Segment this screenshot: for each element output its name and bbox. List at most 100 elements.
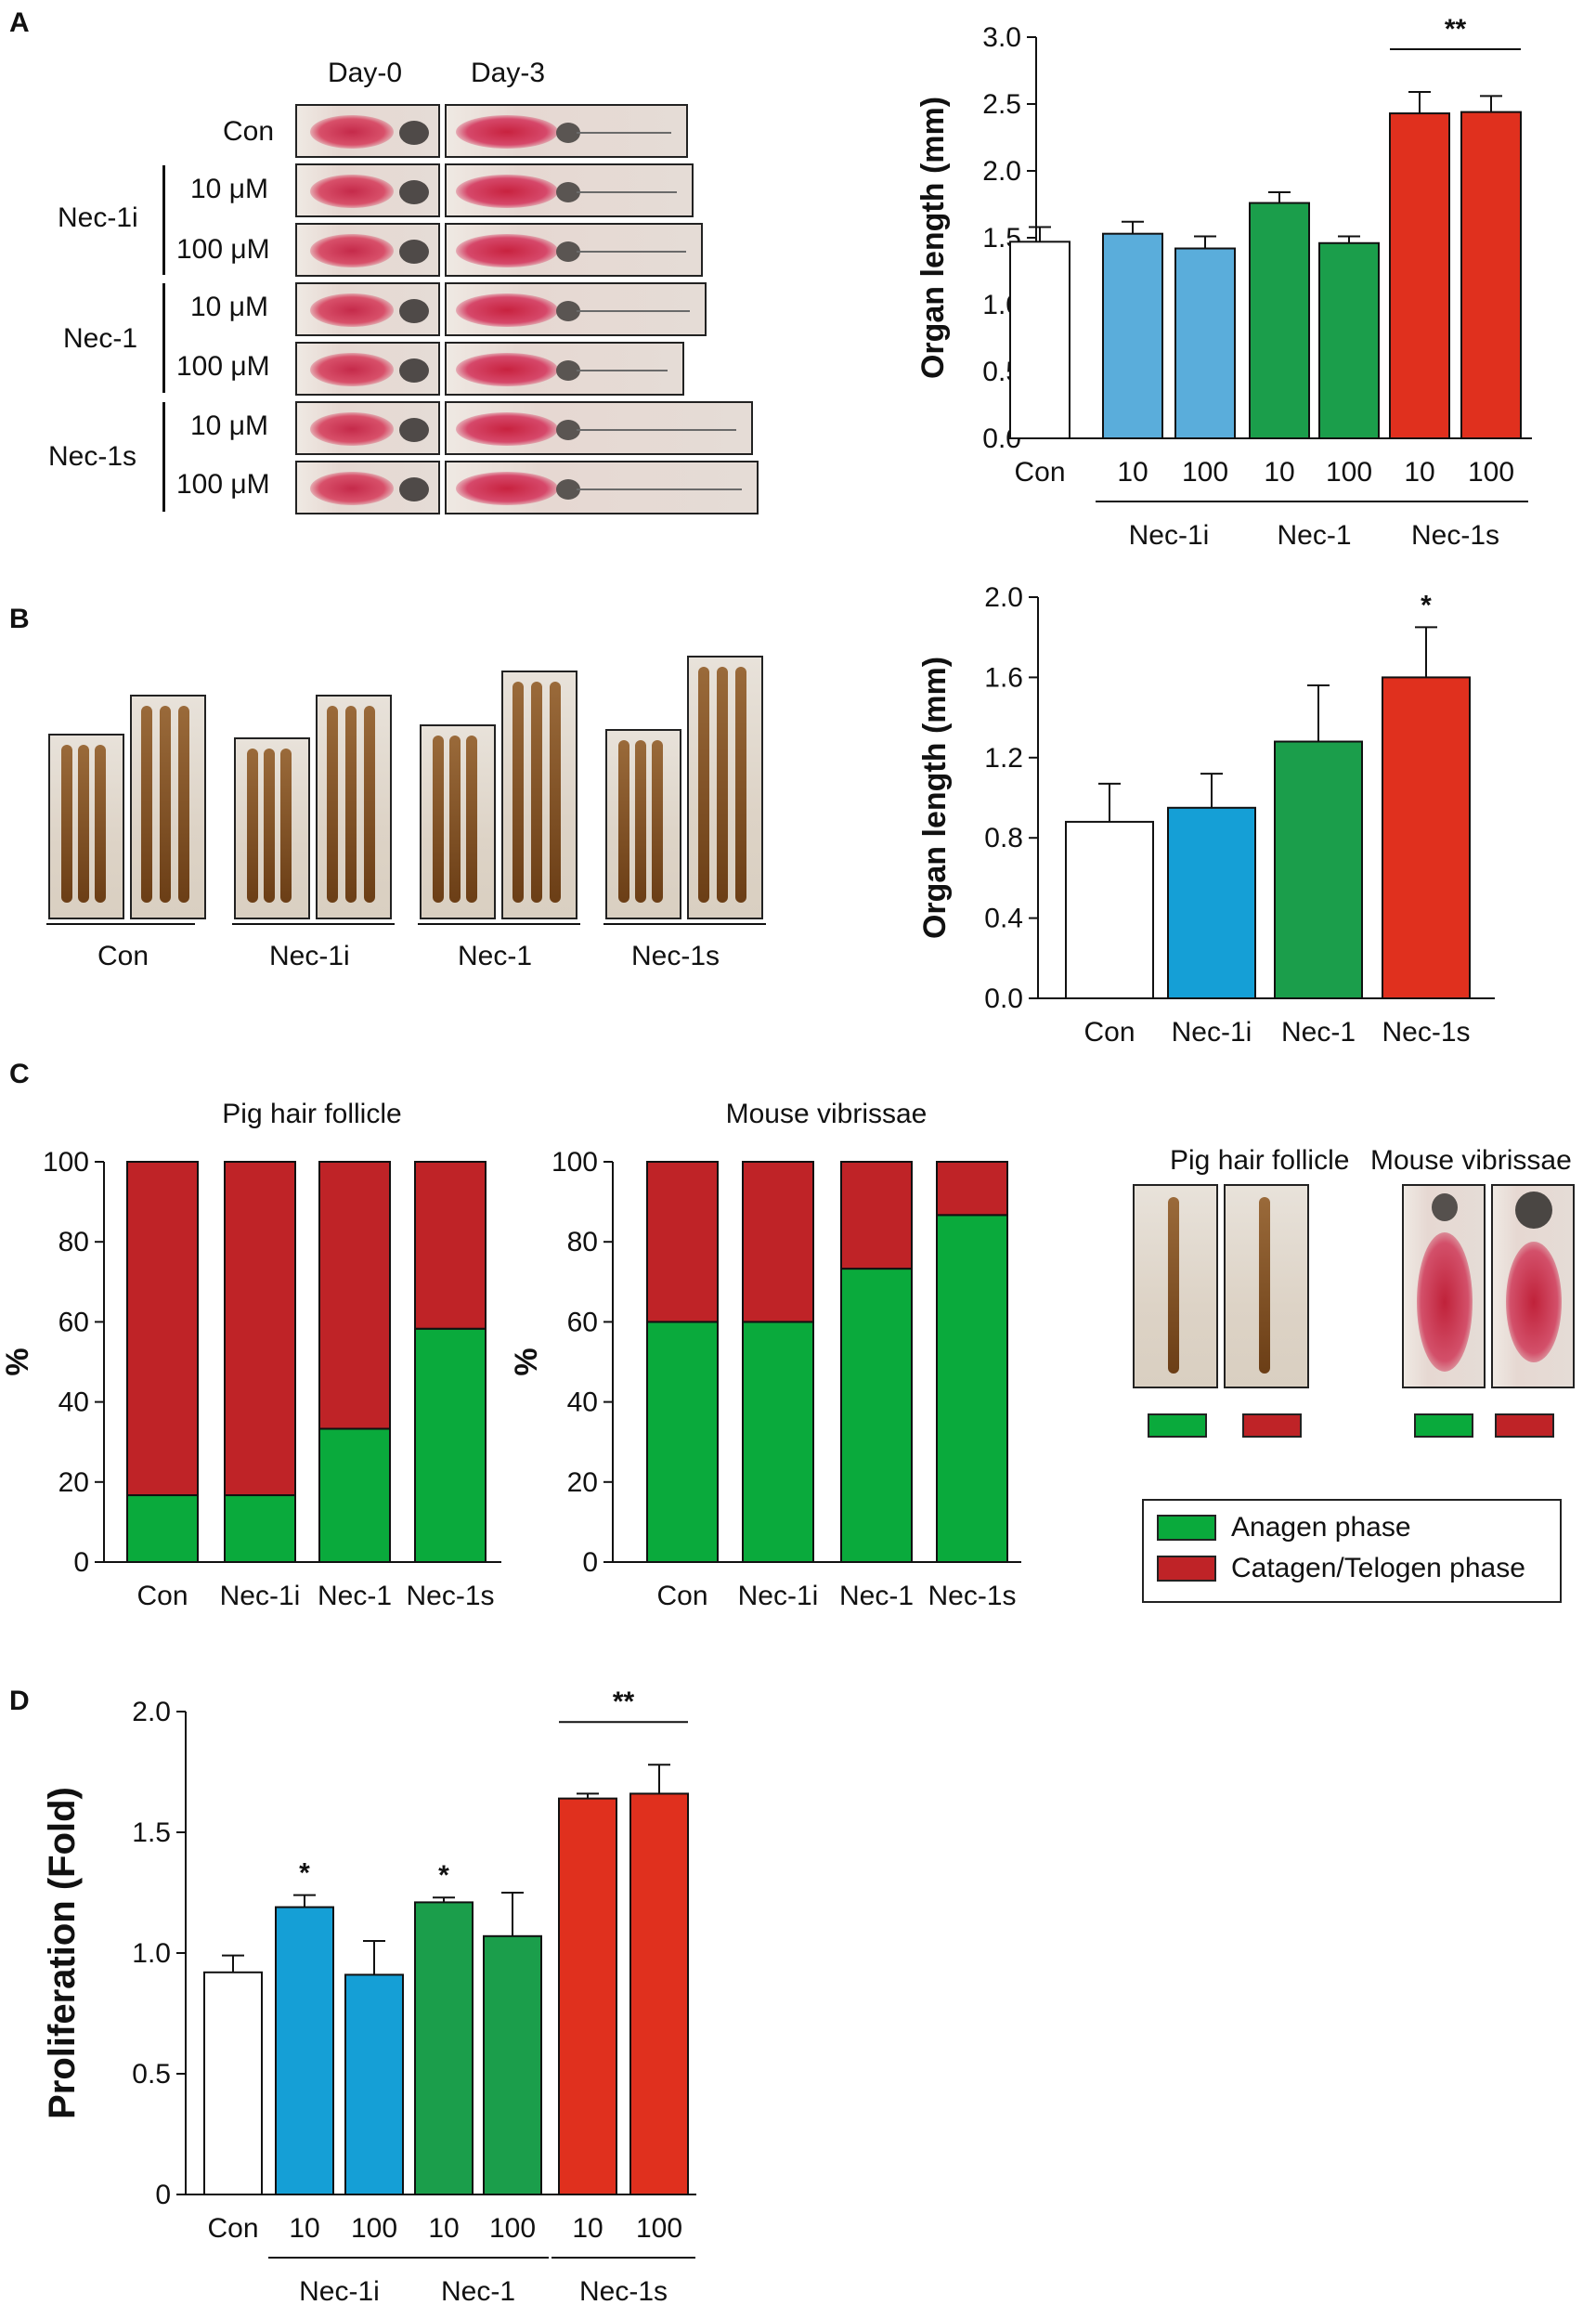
group-label-nec1i: Nec-1i xyxy=(58,202,138,233)
bar xyxy=(275,1906,334,2196)
follicle-strand xyxy=(449,736,461,903)
significance-marker: ** xyxy=(613,1686,635,1717)
x-tick-label: Nec-1 xyxy=(839,1581,914,1611)
follicle-photo-day0 xyxy=(295,401,440,455)
group-label-nec1: Nec-1 xyxy=(63,323,138,354)
x-tick-label: 100 xyxy=(351,2213,397,2244)
y-tick-label: 1.0 xyxy=(132,1938,171,1969)
y-axis-label: % xyxy=(0,1348,35,1375)
follicle-photo-day0 xyxy=(295,104,440,158)
bar xyxy=(1102,232,1163,439)
row-label-con: Con xyxy=(223,116,275,147)
underline-nec1s xyxy=(603,923,766,925)
x-tick-label: Nec-1 xyxy=(318,1581,392,1611)
bar-segment-catagen xyxy=(318,1161,391,1430)
follicle-bulb xyxy=(456,115,558,149)
follicle-strand xyxy=(280,749,292,903)
bar-segment-catagen xyxy=(936,1161,1008,1217)
hair-shaft xyxy=(577,191,677,193)
follicle-tip xyxy=(399,418,429,442)
panel-label-b: B xyxy=(9,604,30,634)
x-tick-label: Nec-1i xyxy=(220,1581,301,1611)
row-label-nec1s-10: 10 μM xyxy=(190,410,268,441)
bar xyxy=(1009,241,1070,439)
significance-marker: * xyxy=(438,1860,449,1891)
follicle-bulb xyxy=(456,293,558,327)
legend-swatch-catagen xyxy=(1157,1556,1216,1582)
bar-segment-catagen xyxy=(742,1161,814,1323)
y-tick-label: 100 xyxy=(551,1147,598,1178)
row-label-nec1i-100: 100 μM xyxy=(176,234,270,265)
chart-C2-group: 0 20 40 60 80 100% Mouse vibrissae Con Nec-1i Nec… xyxy=(509,1099,1021,1611)
follicle-tip xyxy=(1432,1193,1458,1221)
x-tick-label: 10 xyxy=(1404,457,1434,488)
bar xyxy=(1249,202,1310,439)
y-tick-label: 80 xyxy=(58,1227,89,1257)
group-label: Nec-1s xyxy=(579,2276,668,2305)
follicle-strand xyxy=(652,740,663,903)
y-tick-label: 20 xyxy=(567,1467,598,1498)
significance-marker: ** xyxy=(1445,14,1467,45)
follicle-photo-day3 xyxy=(445,282,707,336)
y-axis-label: Organ length (mm) xyxy=(917,657,953,939)
follicle-bulb xyxy=(456,353,558,386)
row-label-nec1i-10: 10 μM xyxy=(190,174,268,204)
x-tick-label: Nec-1i xyxy=(738,1581,819,1611)
legend-label-anagen: Anagen phase xyxy=(1231,1512,1411,1543)
y-tick-label: 20 xyxy=(58,1467,89,1498)
x-tick-label: Nec-1i xyxy=(1172,1017,1252,1048)
y-tick-label: 1.5 xyxy=(132,1817,171,1848)
follicle-strand xyxy=(178,706,189,903)
bar-segment-anagen xyxy=(414,1327,487,1564)
follicle-tip xyxy=(399,240,429,264)
significance-marker: * xyxy=(1421,590,1432,620)
x-tick-label: 10 xyxy=(1117,457,1148,488)
hair-shaft xyxy=(577,488,742,490)
y-tick-label: 0.5 xyxy=(132,2059,171,2090)
follicle-photo-day3 xyxy=(445,163,694,217)
catagen-chip-mouse xyxy=(1495,1413,1554,1438)
panel-label-d: D xyxy=(9,1686,30,1716)
follicle-photo-day3 xyxy=(445,342,684,396)
follicle-tip xyxy=(399,358,429,383)
phase-legend: Anagen phase Catagen/Telogen phase xyxy=(1142,1499,1562,1603)
pig-photo-title: Pig hair follicle xyxy=(1170,1145,1350,1176)
follicle-tip xyxy=(556,182,580,202)
y-axis-label: Proliferation (Fold) xyxy=(42,1787,83,2119)
hair-shaft xyxy=(577,251,686,253)
photo-label-nec1i: Nec-1i xyxy=(269,941,350,971)
y-tick-label: 0 xyxy=(73,1547,89,1578)
bar xyxy=(1065,820,1154,999)
bar xyxy=(1274,740,1363,1000)
follicle-bulb xyxy=(310,293,394,327)
y-tick-label: 60 xyxy=(567,1307,598,1337)
y-tick-label: 2.5 xyxy=(982,89,1021,120)
bar-segment-catagen xyxy=(414,1161,487,1330)
follicle-bulb xyxy=(456,175,558,208)
bar-segment-anagen xyxy=(742,1321,814,1564)
row-label-nec1s-100: 100 μM xyxy=(176,469,270,500)
underline-con xyxy=(46,923,195,925)
follicle-bulb xyxy=(456,472,558,505)
y-tick-label: 2.0 xyxy=(132,1697,171,1727)
hair-follicle-photo-day0 xyxy=(48,734,124,919)
bar xyxy=(1382,676,1471,1000)
bar-segment-anagen xyxy=(318,1427,391,1564)
catagen-chip-pig xyxy=(1242,1413,1302,1438)
follicle-bulb xyxy=(456,234,558,267)
bar-segment-anagen xyxy=(936,1214,1008,1563)
row-label-nec1-10: 10 μM xyxy=(190,292,268,322)
hair-follicle-photo-day0 xyxy=(605,729,681,919)
follicle-photo-day3 xyxy=(445,401,753,455)
underline-nec1 xyxy=(418,923,580,925)
photo-label-nec1: Nec-1 xyxy=(458,941,533,971)
group-label-nec1s: Nec-1s xyxy=(48,441,137,472)
follicle-bulb xyxy=(1506,1242,1562,1362)
follicle-strand xyxy=(466,736,477,903)
mouse-anagen-photo xyxy=(1402,1184,1486,1388)
y-tick-label: 0 xyxy=(155,2180,171,2210)
day3-header: Day-3 xyxy=(471,58,546,88)
x-tick-label: 100 xyxy=(1182,457,1228,488)
anagen-chip-pig xyxy=(1148,1413,1207,1438)
follicle-photo-day3 xyxy=(445,461,759,514)
